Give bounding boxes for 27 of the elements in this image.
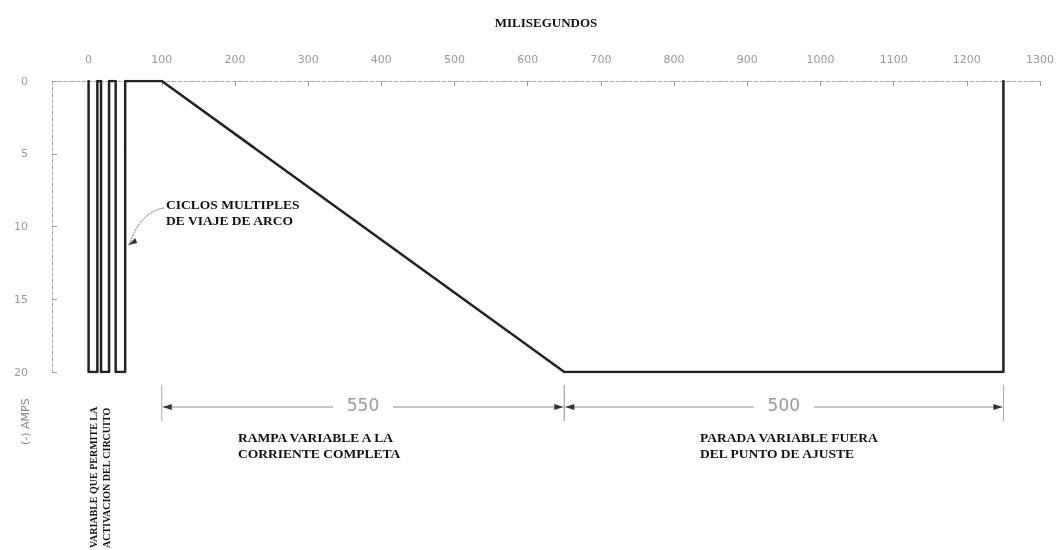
y-tick-label: 5 (21, 147, 28, 161)
x-tick-label: 800 (663, 53, 685, 66)
x-tick-label: 600 (517, 53, 539, 66)
y-tick-label: 20 (14, 365, 28, 379)
x-tick-label: 300 (297, 53, 319, 66)
x-tick-label: 900 (736, 53, 758, 66)
x-tick-label: 0 (85, 53, 93, 66)
x-tick-label: 400 (370, 53, 392, 66)
x-tick-label: 1000 (806, 53, 835, 66)
text: 500 (766, 395, 802, 416)
text: RAMPA VARIABLE A LA CORRIENTE COMPLETA (238, 430, 401, 462)
x-axis-title: MILISEGUNDOS (494, 15, 598, 30)
text: 550 (345, 395, 381, 416)
x-tick-label: 1300 (1026, 53, 1054, 66)
y-tick-label: 15 (14, 292, 28, 306)
x-tick-label: 1100 (879, 53, 908, 66)
text: VARIABLE QUE PERMITE LA ACTIVACION DEL CIRCUITO (88, 406, 113, 548)
annotation: CICLOS MULTIPLES DE VIAJE DE ARCO (166, 197, 300, 229)
y-tick-label: 0 (21, 74, 28, 88)
x-tick-label: 700 (590, 53, 612, 66)
x-tick-label: 200 (224, 53, 246, 66)
x-tick-label: 100 (151, 53, 173, 66)
x-tick-label: 500 (444, 53, 466, 66)
text: PARADA VARIABLE FUERA DEL PUNTO DE AJUSTE (700, 430, 878, 462)
y-tick-label: 10 (14, 220, 28, 233)
x-tick-label: 1200 (952, 53, 981, 66)
y-axis-title: (-) AMPS (19, 398, 33, 445)
